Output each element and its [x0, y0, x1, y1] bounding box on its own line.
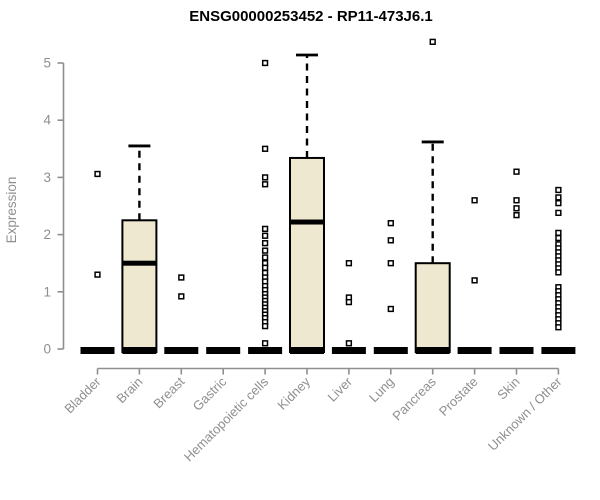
- box-rect: [414, 262, 451, 354]
- outlier-point: [261, 254, 269, 261]
- outlier-point: [513, 212, 520, 219]
- x-tick-label: Bladder: [61, 374, 104, 417]
- outlier-point: [555, 186, 562, 194]
- box-rect: [289, 156, 325, 353]
- outlier-point: [555, 229, 562, 237]
- outlier-point: [178, 274, 185, 281]
- x-tick-label: Skin: [494, 374, 522, 402]
- outlier-point: [261, 322, 269, 330]
- outlier-point: [345, 298, 353, 306]
- outlier-point: [261, 340, 269, 347]
- outlier-point: [261, 181, 269, 188]
- zero-bar: [499, 347, 534, 354]
- x-tick-label: Brain: [113, 374, 145, 406]
- x-tick-label: Pancreas: [389, 374, 439, 424]
- outlier-point: [387, 237, 394, 244]
- outlier-point: [261, 247, 269, 254]
- outlier-point: [387, 260, 394, 267]
- x-tick-label: Lung: [366, 374, 397, 405]
- zero-bar: [415, 347, 450, 354]
- outlier-point: [471, 277, 478, 284]
- outlier-point: [387, 220, 394, 227]
- outlier-point: [94, 170, 101, 178]
- outlier-point: [387, 305, 394, 313]
- outlier-point: [555, 269, 562, 276]
- outlier-point: [345, 260, 353, 267]
- zero-bar: [457, 347, 492, 354]
- outlier-point: [555, 209, 562, 217]
- median-line: [290, 219, 324, 225]
- outlier-point: [555, 324, 562, 331]
- y-tick-label: 0: [43, 342, 51, 357]
- zero-bar: [541, 347, 576, 354]
- x-tick-label: Gastric: [190, 374, 230, 414]
- x-tick-label: Kidney: [274, 374, 313, 413]
- outlier-point: [555, 234, 562, 242]
- zero-bar: [373, 347, 408, 354]
- zero-bar: [164, 347, 199, 354]
- chart-title: ENSG00000253452 - RP11-473J6.1: [189, 8, 433, 25]
- median-line: [122, 260, 157, 266]
- zero-bar: [290, 347, 324, 354]
- outlier-point: [261, 225, 269, 233]
- outlier-point: [555, 199, 562, 207]
- outlier-point: [345, 340, 353, 347]
- zero-bar: [248, 347, 283, 354]
- x-tick-label: Unknown / Other: [485, 374, 565, 454]
- y-tick-label: 5: [43, 56, 51, 71]
- y-tick-label: 2: [43, 227, 51, 242]
- outlier-point: [94, 271, 101, 278]
- box-rect: [121, 219, 158, 353]
- y-axis-label: Expression: [4, 177, 19, 244]
- outlier-point: [471, 197, 478, 204]
- y-tick-label: 1: [43, 284, 51, 299]
- y-tick-label: 4: [43, 113, 51, 128]
- zero-bar: [331, 347, 366, 354]
- y-tick-label: 3: [43, 170, 51, 185]
- x-tick-label: Prostate: [436, 374, 481, 419]
- outlier-point: [513, 205, 520, 212]
- outlier-point: [178, 293, 185, 300]
- outlier-point: [513, 168, 520, 175]
- outlier-point: [513, 197, 520, 204]
- outlier-point: [261, 264, 269, 271]
- zero-bar: [80, 347, 115, 354]
- outlier-point: [261, 145, 269, 152]
- x-tick-label: Breast: [150, 374, 187, 411]
- outlier-point: [261, 174, 269, 181]
- outlier-point: [555, 194, 562, 201]
- x-tick-label: Liver: [324, 374, 355, 405]
- zero-bar: [122, 347, 157, 354]
- outlier-point: [429, 38, 436, 45]
- outlier-point: [261, 240, 269, 247]
- zero-bar: [206, 347, 241, 354]
- outlier-point: [261, 232, 269, 239]
- outlier-point: [261, 59, 269, 67]
